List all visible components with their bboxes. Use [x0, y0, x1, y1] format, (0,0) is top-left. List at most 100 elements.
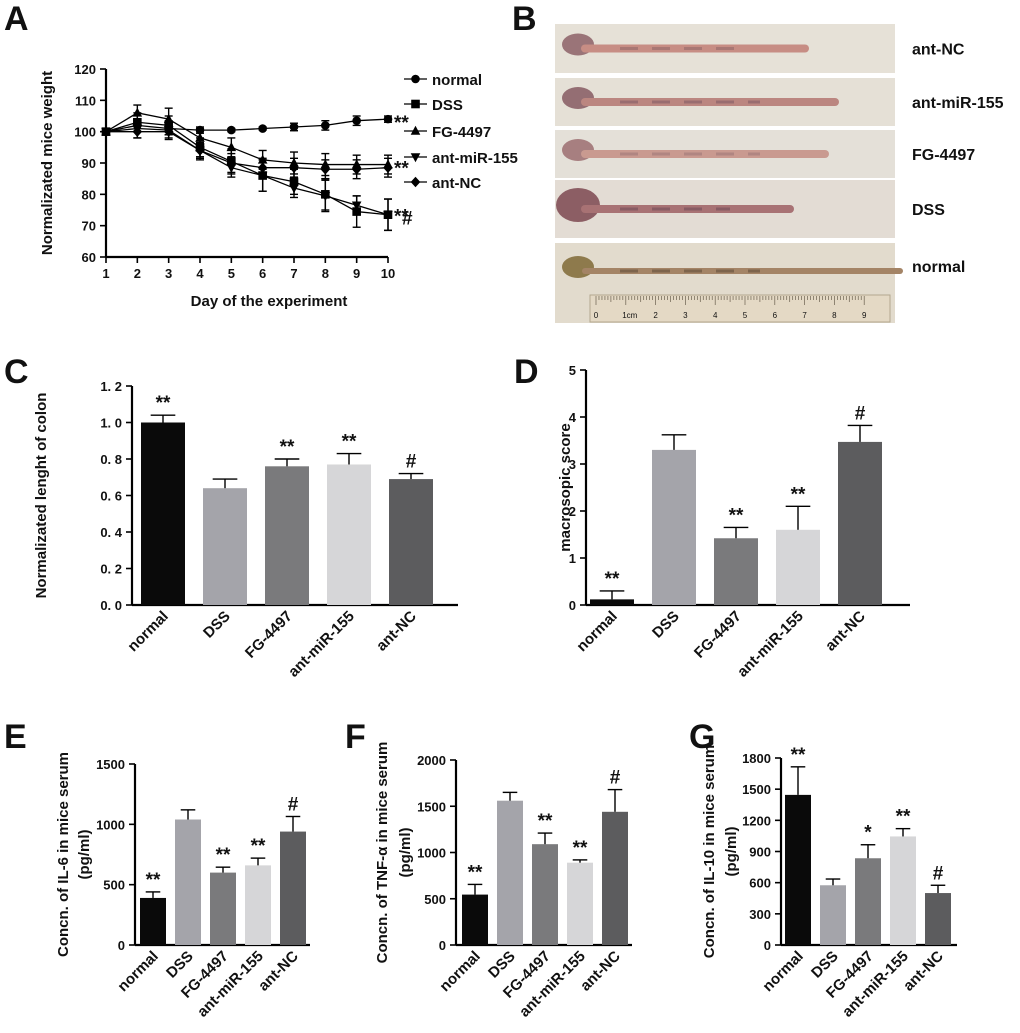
colon-photo-4	[555, 180, 895, 238]
y-tick-label: 1500	[96, 757, 125, 772]
legend-label: normal	[432, 72, 482, 89]
series-ant-nc	[101, 124, 393, 180]
y-tick-label: 300	[749, 907, 771, 922]
data-point	[163, 126, 174, 137]
data-point	[289, 162, 299, 173]
y-tick-label: 1	[569, 551, 576, 566]
series-line	[105, 112, 388, 166]
bar-fg-4497	[714, 538, 758, 605]
y-axis-label: Concn. of IL-10 in mice serum	[701, 745, 718, 958]
colon-photo-panel: ant-NC ant-miR-155 FG-4497 DSS normal 0 1cm 2 3 4…	[555, 24, 1004, 323]
significance-label: **	[394, 113, 409, 134]
ruler-label: 7	[802, 311, 807, 320]
x-tick-label: 1	[102, 266, 109, 281]
legend-label: DSS	[432, 97, 463, 114]
y-tick-label: 500	[103, 878, 125, 893]
y-axis-unit-label: (pg/ml)	[723, 827, 740, 877]
y-tick-label: 0. 2	[100, 562, 122, 577]
photo-label: FG-4497	[912, 147, 975, 164]
ruler-label: 2	[653, 311, 658, 320]
line-chart-a: 60 70 80 90 100 110 120 1 2 3 4 5 6 7 8 9 10 Day of the e…	[39, 62, 518, 310]
legend-label: ant-NC	[432, 175, 481, 192]
y-tick-label: 0	[118, 938, 125, 953]
y-tick-label: 0. 4	[100, 525, 122, 540]
data-point	[352, 116, 361, 125]
significance-label: #	[610, 768, 621, 789]
series-dss: #	[101, 112, 413, 232]
data-point	[351, 163, 362, 175]
category-label: ant-miR-155	[285, 608, 358, 681]
significance-label: **	[605, 569, 620, 590]
x-tick-label: 6	[259, 266, 266, 281]
y-axis-label: Concn. of TNF-α in mice serum	[374, 742, 391, 964]
significance-label: **	[791, 484, 806, 505]
category-label: normal	[436, 948, 483, 995]
significance-label: **	[280, 437, 295, 458]
panel-letter-c: C	[4, 353, 29, 391]
significance-label: **	[394, 159, 409, 180]
significance-label: #	[402, 209, 413, 230]
y-tick-label: 0. 8	[100, 452, 122, 467]
legend-marker	[411, 74, 420, 84]
y-tick-label: 80	[82, 187, 96, 202]
legend-item-dss: DSS	[404, 97, 463, 114]
bar-ant-nc	[280, 831, 306, 945]
y-tick-label: 1500	[417, 799, 446, 814]
data-point	[383, 162, 393, 173]
photo-label: ant-miR-155	[912, 95, 1004, 112]
data-point	[226, 142, 237, 152]
category-label: DSS	[200, 608, 234, 642]
data-point	[320, 163, 331, 175]
category-label: FG-4497	[691, 608, 745, 662]
series-line	[105, 121, 389, 216]
y-tick-label: 1000	[96, 817, 125, 832]
bar-ant-mir-155	[567, 862, 593, 945]
data-point	[351, 201, 362, 211]
photo-label: DSS	[912, 202, 945, 219]
category-label: ant-NC	[373, 608, 420, 655]
bar-fg-4497	[210, 872, 236, 945]
y-tick-label: 4	[569, 410, 577, 425]
data-point	[383, 210, 393, 220]
significance-label: **	[896, 807, 911, 828]
x-tick-label: 10	[381, 266, 395, 281]
bar-normal	[785, 794, 811, 945]
significance-label: **	[216, 845, 231, 866]
y-tick-label: 500	[424, 892, 446, 907]
legend-item-normal: normal	[404, 72, 482, 89]
y-axis-label: macrosopic score	[557, 423, 574, 551]
series-normal: **	[101, 113, 409, 136]
y-tick-label: 0	[569, 598, 576, 613]
data-point	[289, 122, 299, 132]
bar-dss	[820, 885, 846, 945]
y-tick-label: 2	[569, 504, 576, 519]
y-tick-label: 2000	[417, 753, 446, 768]
significance-label: **	[573, 838, 588, 859]
bar-ant-nc	[838, 441, 882, 605]
bar-ant-nc	[389, 479, 433, 605]
bar-fg-4497	[265, 466, 309, 605]
significance-label: **	[146, 870, 161, 891]
y-tick-label: 900	[749, 845, 771, 860]
legend-item-fg-4497: FG-4497	[404, 124, 491, 141]
category-label: ant-NC	[822, 608, 869, 655]
y-axis-unit-label: (pg/ml)	[76, 830, 93, 880]
bar-normal	[140, 897, 166, 945]
series-line	[105, 127, 389, 216]
bar-normal	[141, 422, 185, 605]
y-tick-label: 1. 0	[100, 416, 122, 431]
colon-photo-3	[555, 130, 895, 178]
bar-ant-nc	[925, 893, 951, 945]
x-tick-label: 2	[134, 266, 141, 281]
ruler-label: 5	[743, 311, 748, 320]
data-point	[320, 192, 331, 202]
significance-label: **	[468, 862, 483, 883]
ruler-label: 0	[594, 311, 599, 320]
significance-label: #	[406, 452, 417, 473]
bar-normal	[590, 599, 634, 605]
bar-dss	[203, 488, 247, 605]
data-point	[132, 126, 143, 137]
bar-normal	[462, 894, 488, 945]
significance-label: **	[538, 811, 553, 832]
